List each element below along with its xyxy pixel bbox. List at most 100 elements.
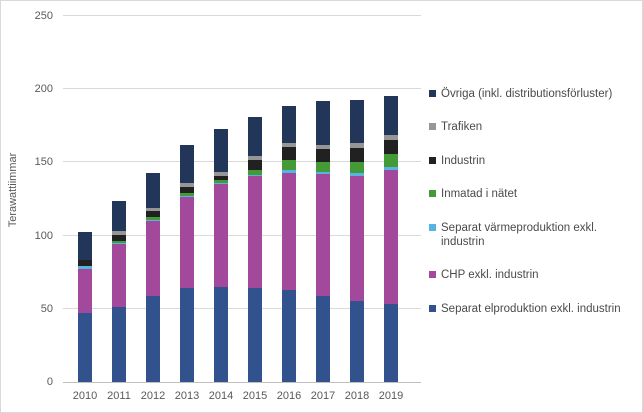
legend-item: Inmatad i nätet xyxy=(429,187,637,201)
y-tick-label: 50 xyxy=(40,302,53,315)
gridline xyxy=(63,161,421,163)
y-tick-label: 100 xyxy=(34,229,53,242)
legend-item: CHP exkl. industrin xyxy=(429,268,637,282)
bar-segment xyxy=(282,106,296,144)
bar-segment xyxy=(316,295,330,382)
legend-swatch-icon xyxy=(429,156,436,164)
y-tick-label: 150 xyxy=(34,156,53,169)
bar-segment xyxy=(146,173,160,208)
x-tick-label: 2019 xyxy=(378,390,404,402)
bar-segment xyxy=(384,135,398,140)
chart-legend: Övriga (inkl. distributionsförluster) Tra… xyxy=(429,87,637,316)
bar-segment xyxy=(146,207,160,212)
bar-segment xyxy=(384,166,398,170)
bar-segment xyxy=(384,169,398,305)
plot-area xyxy=(63,15,421,383)
bar-segment xyxy=(350,143,364,148)
bar-segment xyxy=(214,183,228,287)
bar-segment xyxy=(180,196,194,197)
legend-label: CHP exkl. industrin xyxy=(441,269,539,282)
bar-segment xyxy=(350,161,364,174)
legend-label: Övriga (inkl. distributionsförluster) xyxy=(441,88,613,100)
x-tick-label: 2014 xyxy=(208,390,234,402)
y-tick-label: 0 xyxy=(46,376,53,388)
bar-segment xyxy=(78,269,92,314)
legend-swatch-icon xyxy=(429,190,436,198)
bar-segment xyxy=(146,295,160,382)
bar-segment xyxy=(350,175,364,302)
bar-segment xyxy=(282,172,296,290)
bar-segment xyxy=(384,139,398,154)
bar-segment xyxy=(112,242,126,244)
bar-segment xyxy=(316,174,330,296)
bar-segment xyxy=(384,153,398,167)
bar-segment xyxy=(248,288,262,382)
bar-segment xyxy=(282,289,296,382)
bar-segment xyxy=(112,240,126,243)
bar-segment xyxy=(282,143,296,148)
legend-item: Trafiken xyxy=(429,120,637,134)
y-tick-label: 250 xyxy=(34,10,53,22)
bar-segment xyxy=(316,148,330,162)
bar-segment xyxy=(248,156,262,161)
bar-segment xyxy=(214,286,228,382)
gridline xyxy=(63,88,421,90)
bar-segment xyxy=(248,175,262,289)
bar-segment xyxy=(282,170,296,173)
x-tick-label: 2012 xyxy=(140,390,166,402)
bar-segment xyxy=(146,211,160,218)
bar-segment xyxy=(180,193,194,197)
x-tick-label: 2011 xyxy=(107,390,131,402)
bar-segment xyxy=(248,170,262,175)
legend-item: Separat elproduktion exkl. industrin xyxy=(429,302,637,316)
legend-swatch-icon xyxy=(429,271,436,279)
bar-segment xyxy=(282,160,296,171)
bar-segment xyxy=(78,259,92,267)
x-tick-label: 2013 xyxy=(174,390,200,402)
legend-swatch-icon xyxy=(429,123,436,131)
bar-segment xyxy=(112,307,126,382)
legend-swatch-icon xyxy=(429,90,436,97)
bar-segment xyxy=(146,217,160,221)
gridline xyxy=(63,307,421,309)
y-axis-title: Terawattiimmar xyxy=(7,152,19,228)
bar-segment xyxy=(316,100,330,145)
bar-segment xyxy=(78,313,92,382)
legend-label: Separat värmeproduktion exkl. industrin xyxy=(441,221,597,248)
x-tick-label: 2016 xyxy=(276,390,302,402)
bar-segment xyxy=(78,231,92,260)
x-tick-label: 2018 xyxy=(344,390,370,402)
legend-swatch-icon xyxy=(429,223,436,231)
bar-segment xyxy=(248,160,262,171)
bar-segment xyxy=(214,182,228,184)
legend-label: Separat elproduktion exkl. industrin xyxy=(441,302,621,315)
legend-item: Industrin xyxy=(429,154,637,168)
bar-segment xyxy=(248,117,262,157)
bar-segment xyxy=(112,201,126,232)
legend-swatch-icon xyxy=(429,304,436,312)
bar-segment xyxy=(316,171,330,175)
bar-segment xyxy=(282,147,296,161)
bar-segment xyxy=(316,144,330,149)
bar-segment xyxy=(214,171,228,176)
bar-segment xyxy=(350,301,364,382)
bar-segment xyxy=(112,231,126,235)
bar-segment xyxy=(78,266,92,270)
x-tick-label: 2010 xyxy=(72,390,98,402)
legend-label: Trafiken xyxy=(441,121,483,134)
gridline xyxy=(63,234,421,236)
x-axis-line xyxy=(63,382,421,383)
bar-segment xyxy=(180,287,194,382)
bar-segment xyxy=(384,304,398,382)
bar-segment xyxy=(180,183,194,188)
bar-segment xyxy=(146,220,160,296)
legend-item: Separat värmeproduktion exkl. industrin xyxy=(429,221,637,250)
bar-segment xyxy=(316,161,330,172)
bar-segment xyxy=(214,179,228,183)
bar-segment xyxy=(146,220,160,221)
bar-segment xyxy=(180,187,194,194)
bar-segment xyxy=(180,196,194,288)
bar-segment xyxy=(112,234,126,241)
bar-segment xyxy=(350,173,364,176)
